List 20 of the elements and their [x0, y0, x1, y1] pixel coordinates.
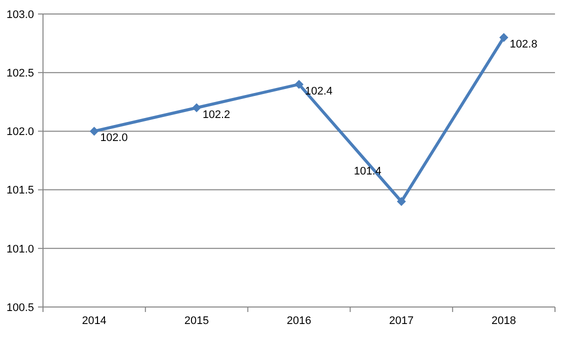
- y-tick-label: 102.5: [6, 67, 34, 80]
- y-tick-label: 102.0: [6, 126, 34, 138]
- point: [294, 80, 304, 89]
- y-tick-label: 101.0: [6, 243, 34, 256]
- point: [396, 197, 406, 206]
- y-tick-label: 100.5: [6, 302, 34, 314]
- x-tick-label: 2016: [286, 315, 312, 327]
- point: [192, 103, 202, 112]
- data-label: 102.4: [305, 85, 333, 98]
- data-label: 102.8: [510, 38, 538, 50]
- x-tick-label: 2014: [82, 315, 106, 327]
- data-label: 102.2: [202, 108, 230, 121]
- y-tick-label: 101.5: [6, 184, 34, 197]
- data-label: 102.0: [100, 132, 128, 144]
- x-tick-label: 2018: [492, 315, 516, 327]
- x-tick-label: 2017: [389, 315, 414, 327]
- x-tick-label: 2015: [184, 315, 209, 327]
- y-tick-label: 103.0: [6, 8, 34, 21]
- point: [499, 32, 508, 42]
- point: [90, 126, 99, 136]
